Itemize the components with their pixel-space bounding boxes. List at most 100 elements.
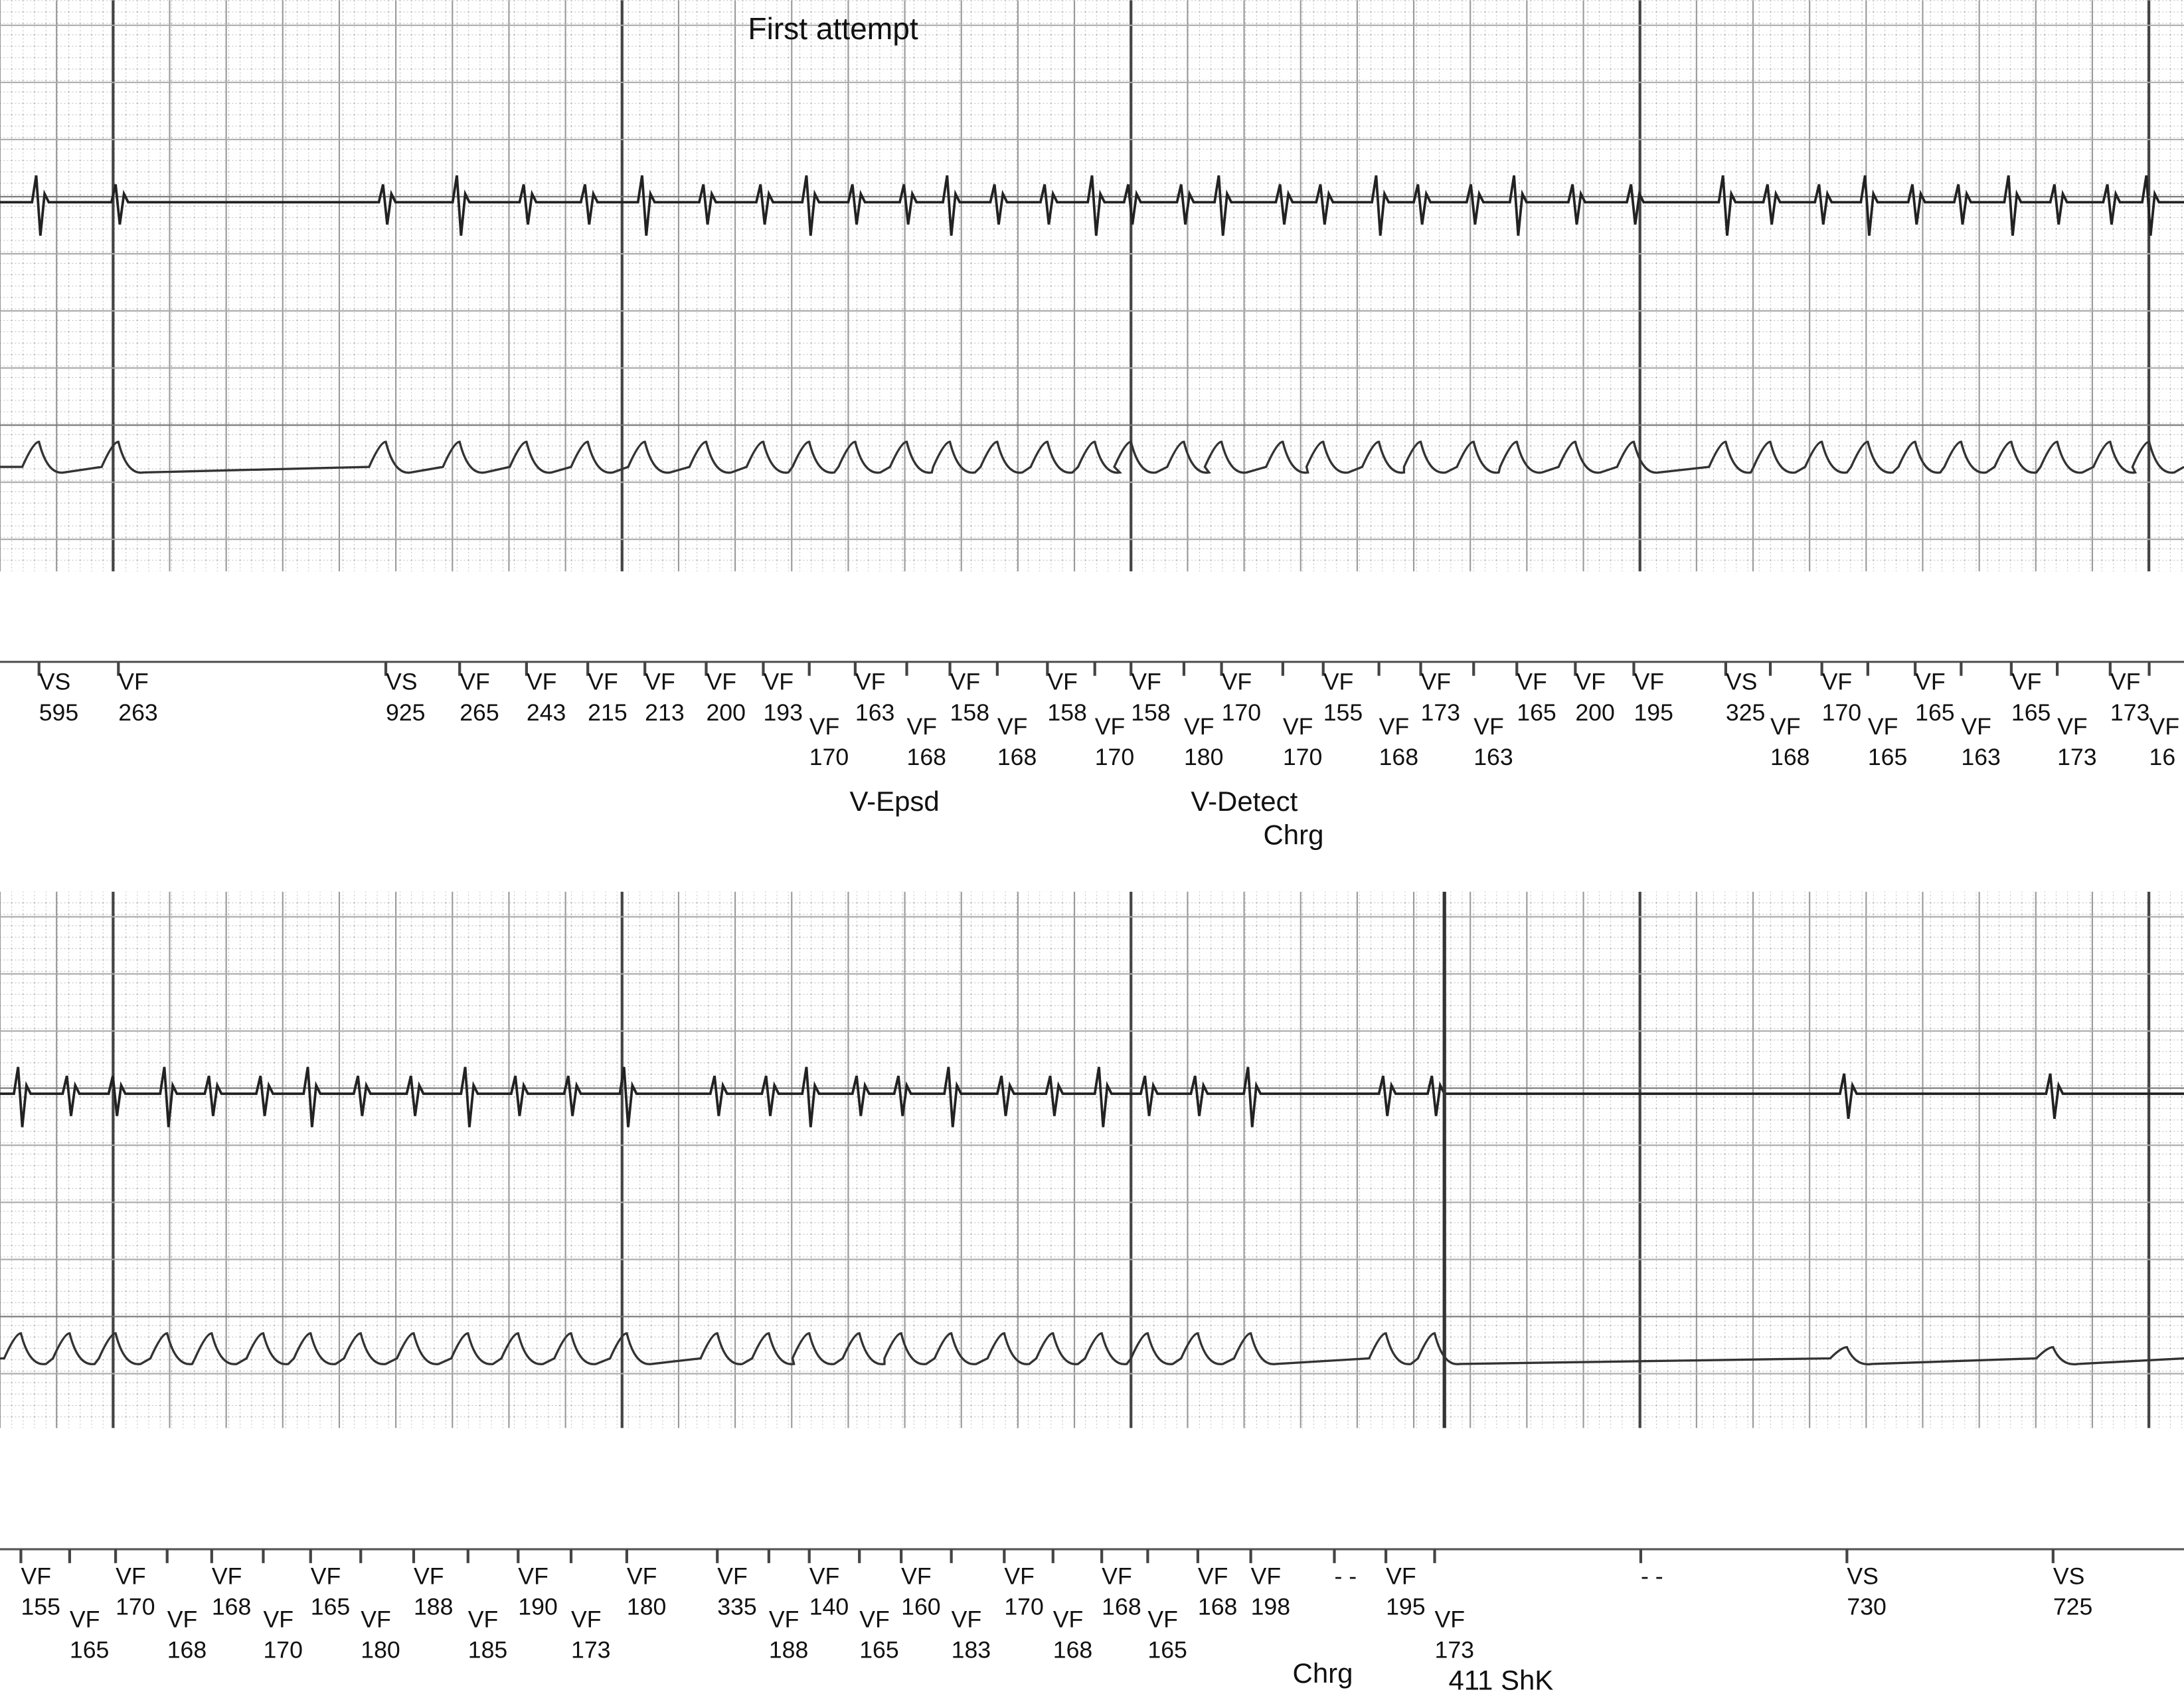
marker-interval: 168	[1198, 1593, 1237, 1620]
marker-interval: 168	[1102, 1593, 1141, 1620]
marker-interval: 163	[1473, 744, 1513, 770]
marker-interval: 200	[706, 699, 745, 726]
marker-label: VF	[859, 1606, 890, 1632]
marker-interval: 173	[1421, 699, 1460, 726]
marker-label: VF	[118, 669, 149, 695]
marker-label: VF	[952, 1606, 982, 1632]
marker-interval: 730	[1847, 1593, 1886, 1620]
marker-label: VF	[1473, 713, 1504, 740]
marker-interval: 173	[2057, 744, 2096, 770]
marker-label: VF	[571, 1606, 602, 1632]
egm-trace	[0, 175, 2184, 236]
marker-label: VF	[2057, 713, 2088, 740]
marker-label: VF	[460, 669, 490, 695]
marker-interval: 168	[1379, 744, 1418, 770]
marker-interval: 173	[2110, 699, 2149, 726]
marker-label: VS	[2053, 1563, 2085, 1589]
marker-interval: 168	[997, 744, 1037, 770]
marker-interval: 243	[527, 699, 566, 726]
egm-trace	[0, 440, 2184, 474]
marker-interval: 170	[1222, 699, 1261, 726]
marker-label: VF	[1095, 713, 1126, 740]
marker-label: VF	[769, 1606, 799, 1632]
marker-interval: 165	[859, 1636, 898, 1663]
marker-label: VF	[1323, 669, 1354, 695]
marker-label: VF	[627, 1563, 657, 1589]
marker-interval: 180	[1184, 744, 1223, 770]
marker-label: VF	[1435, 1606, 1466, 1632]
marker-label: VF	[1222, 669, 1252, 695]
marker-interval: 335	[717, 1593, 756, 1620]
marker-interval: 183	[952, 1636, 991, 1663]
marker-label: VS	[39, 669, 71, 695]
marker-interval: 168	[212, 1593, 251, 1620]
marker-label: VF	[1251, 1563, 1282, 1589]
marker-label: VF	[1004, 1563, 1035, 1589]
marker-interval: 173	[571, 1636, 610, 1663]
marker-label: VF	[645, 669, 675, 695]
marker-label: VF	[763, 669, 794, 695]
marker-label: VF	[1915, 669, 1946, 695]
marker-label: VF	[1868, 713, 1898, 740]
marker-interval: 160	[901, 1593, 940, 1620]
marker-interval: 163	[855, 699, 894, 726]
egm-trace	[0, 1332, 2184, 1366]
marker-interval: 198	[1251, 1593, 1290, 1620]
marker-interval: 168	[167, 1636, 207, 1663]
marker-interval: 190	[518, 1593, 557, 1620]
marker-label: VF	[1379, 713, 1410, 740]
annotation: V-Epsd	[850, 786, 940, 817]
marker-interval: 168	[907, 744, 946, 770]
annotation: Chrg	[1264, 819, 1324, 851]
marker-interval: 168	[1053, 1636, 1092, 1663]
title: First attempt	[748, 11, 918, 46]
marker-label: VF	[518, 1563, 548, 1589]
marker-label: - -	[1641, 1563, 1663, 1589]
marker-label: VS	[1726, 669, 1758, 695]
marker-interval: 185	[468, 1636, 507, 1663]
marker-interval: 325	[1726, 699, 1765, 726]
marker-label: VF	[1131, 669, 1161, 695]
marker-interval: 170	[1095, 744, 1134, 770]
grid-minor	[0, 891, 2184, 1428]
marker-interval: 925	[386, 699, 425, 726]
egm-trace	[0, 1066, 2184, 1128]
marker-label: VF	[2149, 713, 2180, 740]
marker-interval: 170	[809, 744, 849, 770]
marker-label: VF	[1421, 669, 1452, 695]
marker-label: VF	[1047, 669, 1078, 695]
marker-label: VF	[468, 1606, 499, 1632]
marker-interval: 180	[361, 1636, 400, 1663]
marker-label: VF	[1147, 1606, 1178, 1632]
marker-label: VF	[167, 1606, 198, 1632]
marker-interval: 170	[1822, 699, 1861, 726]
markers: VS 595 VF 263 VS 925 VF 265 VF 243 VF 215 VF 213 VF 200…	[19, 661, 2180, 1663]
marker-label: VF	[907, 713, 938, 740]
marker-label: VF	[1575, 669, 1606, 695]
marker-interval: 165	[311, 1593, 350, 1620]
marker-interval: 195	[1386, 1593, 1425, 1620]
marker-interval: 195	[1634, 699, 1673, 726]
marker-label: VF	[1961, 713, 1991, 740]
marker-interval: 16	[2149, 744, 2176, 770]
marker-interval: 200	[1575, 699, 1614, 726]
marker-interval: 165	[1517, 699, 1556, 726]
marker-interval: 188	[769, 1636, 808, 1663]
marker-label: VF	[1102, 1563, 1132, 1589]
annotation: 411 ShK	[1448, 1665, 1553, 1696]
annotation: Chrg	[1293, 1658, 1353, 1689]
marker-interval: 193	[763, 699, 802, 726]
marker-interval: 170	[116, 1593, 155, 1620]
annotation: V-Detect	[1191, 786, 1298, 817]
marker-interval: 163	[1961, 744, 2000, 770]
marker-label: VF	[1770, 713, 1801, 740]
grid-minor	[0, 0, 2184, 572]
marker-label: VF	[414, 1563, 444, 1589]
marker-label: VF	[21, 1563, 51, 1589]
marker-label: VF	[1283, 713, 1313, 740]
marker-label: VF	[1517, 669, 1547, 695]
marker-label: VF	[1053, 1606, 1084, 1632]
marker-interval: 215	[588, 699, 627, 726]
